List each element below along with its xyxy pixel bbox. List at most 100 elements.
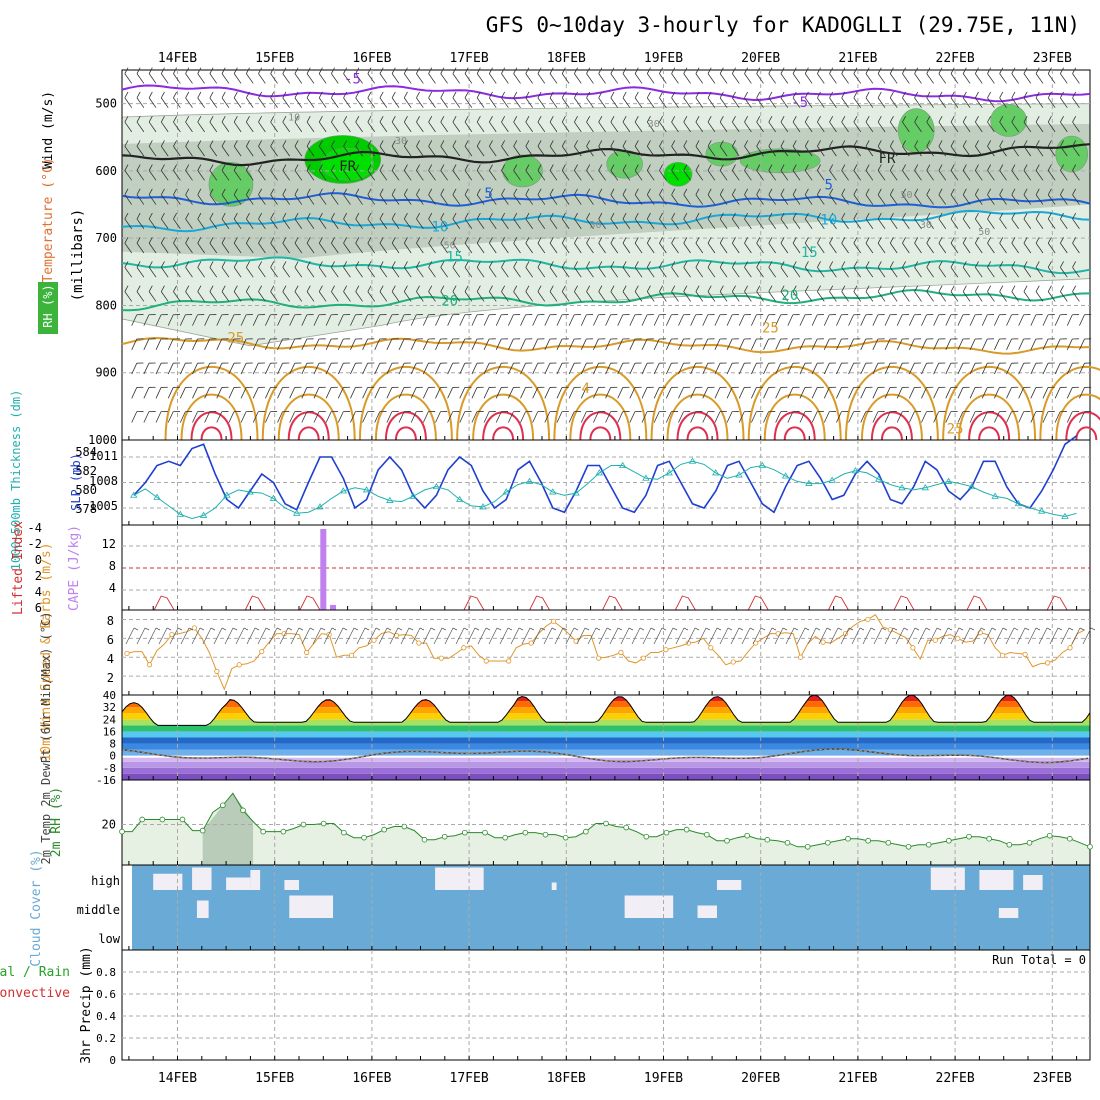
wind-barb bbox=[216, 411, 229, 423]
barb-staff bbox=[428, 73, 436, 84]
wind10m-barb bbox=[411, 627, 421, 645]
wind-barb bbox=[872, 314, 885, 326]
wind-barb bbox=[192, 411, 205, 423]
wind-barb bbox=[804, 188, 813, 205]
barb-staff bbox=[1072, 170, 1080, 181]
rh-blob bbox=[990, 104, 1027, 137]
barb-staff bbox=[258, 121, 266, 133]
barb-flag bbox=[647, 338, 654, 340]
barb-flag bbox=[890, 338, 897, 340]
barb-staff bbox=[829, 218, 837, 229]
wind-barb bbox=[634, 212, 643, 229]
barb-flag bbox=[161, 338, 168, 340]
barb-staff bbox=[447, 338, 454, 351]
wind10m-barb bbox=[708, 627, 718, 645]
precip-axis-label: 3hr Precip (mm) bbox=[79, 946, 94, 1063]
wind-barb bbox=[483, 314, 496, 326]
wind-barb bbox=[1023, 140, 1032, 157]
barb-flag bbox=[695, 362, 703, 364]
rh2m-marker bbox=[381, 826, 387, 833]
barb-flag bbox=[950, 188, 955, 195]
wind-barb bbox=[865, 188, 874, 205]
barb-staff bbox=[391, 73, 400, 84]
barb-staff bbox=[216, 314, 223, 326]
wind-barb bbox=[1047, 164, 1056, 181]
barb-staff bbox=[678, 314, 684, 326]
wind-barb bbox=[379, 285, 388, 302]
wind-barb bbox=[282, 140, 290, 157]
barb-flag bbox=[1060, 140, 1064, 147]
barb-staff bbox=[410, 387, 417, 399]
barb-staff bbox=[270, 267, 278, 278]
wind10m-barb-flag bbox=[1046, 627, 1052, 631]
wind-barb bbox=[513, 67, 521, 84]
barb-staff bbox=[343, 121, 351, 133]
wind-barb bbox=[379, 212, 388, 229]
thickness-marker bbox=[525, 477, 534, 484]
barb-staff bbox=[860, 411, 867, 423]
barb-staff bbox=[410, 363, 417, 375]
wind-barb bbox=[962, 115, 971, 133]
barb-staff bbox=[877, 73, 886, 84]
barb-staff bbox=[646, 73, 655, 84]
wind-barb bbox=[532, 362, 545, 375]
barb-staff bbox=[501, 242, 509, 254]
barb-flag bbox=[622, 164, 627, 171]
barb-staff bbox=[1006, 411, 1012, 423]
barb-flag bbox=[1084, 338, 1092, 340]
wind-barb bbox=[252, 386, 266, 399]
barb-staff bbox=[877, 121, 886, 133]
wind-barb bbox=[598, 67, 606, 84]
wind-barb bbox=[836, 411, 849, 423]
barb-staff bbox=[999, 121, 1007, 133]
barb-flag bbox=[598, 115, 603, 123]
wind-barb bbox=[131, 411, 144, 423]
barb-flag bbox=[938, 338, 946, 340]
barb-staff bbox=[792, 121, 801, 133]
barb-staff bbox=[301, 338, 308, 351]
isotherm-line bbox=[121, 192, 1091, 209]
wind-barb bbox=[282, 212, 290, 229]
wind-barb bbox=[646, 285, 655, 302]
barb-flag bbox=[902, 67, 906, 74]
wind-barb bbox=[792, 237, 801, 254]
wind-barb bbox=[549, 285, 558, 302]
barb-staff bbox=[185, 194, 193, 205]
barb-flag bbox=[780, 115, 785, 123]
barb-staff bbox=[246, 218, 254, 229]
barb-staff bbox=[962, 121, 971, 133]
barb-flag bbox=[695, 164, 700, 171]
isotherm-label: 20 bbox=[781, 288, 798, 304]
barb-staff bbox=[889, 242, 898, 254]
wind-barb bbox=[1072, 188, 1080, 205]
wind-barb bbox=[938, 67, 947, 84]
wind-barb bbox=[574, 285, 582, 302]
barb-staff bbox=[719, 291, 728, 302]
barb-staff bbox=[532, 314, 539, 326]
wind-barb bbox=[775, 386, 788, 399]
barb-flag bbox=[598, 386, 606, 388]
isotherm-line bbox=[121, 84, 1091, 103]
wind-barb bbox=[1060, 261, 1068, 278]
wind-barb bbox=[853, 237, 862, 254]
barb-flag bbox=[950, 237, 955, 244]
barb-staff bbox=[1072, 73, 1080, 84]
barb-flag bbox=[768, 362, 776, 364]
barb-staff bbox=[981, 363, 988, 375]
barb-flag bbox=[634, 115, 639, 123]
barb-flag bbox=[294, 237, 299, 244]
wind-barb bbox=[350, 362, 363, 375]
wind-barb bbox=[938, 261, 947, 278]
barb-flag bbox=[1047, 261, 1052, 268]
barb-flag bbox=[221, 188, 226, 195]
wind10m-barb bbox=[356, 627, 366, 645]
barb-staff bbox=[379, 73, 388, 84]
wind-barb bbox=[331, 237, 339, 254]
barb-staff bbox=[1060, 121, 1068, 133]
barb-flag bbox=[476, 261, 481, 268]
barb-flag bbox=[598, 314, 606, 316]
barb-staff bbox=[331, 170, 339, 181]
barb-flag bbox=[428, 411, 436, 413]
barb-staff bbox=[270, 146, 278, 157]
barb-staff bbox=[1023, 170, 1032, 181]
